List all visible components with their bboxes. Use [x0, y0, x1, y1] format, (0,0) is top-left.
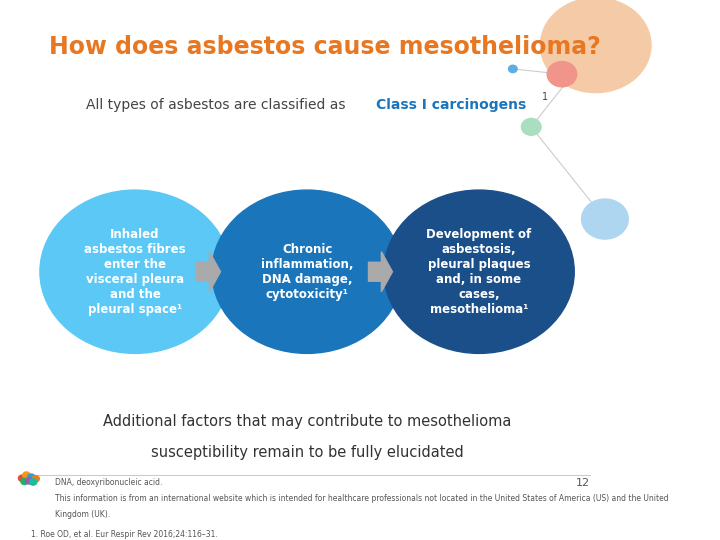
Text: susceptibility remain to be fully elucidated: susceptibility remain to be fully elucid… [150, 445, 464, 460]
Text: 1. Roe OD, et al. Eur Respir Rev 2016;24:116–31.: 1. Roe OD, et al. Eur Respir Rev 2016;24… [31, 530, 217, 539]
Circle shape [30, 479, 37, 485]
Text: DNA, deoxyribonucleic acid.: DNA, deoxyribonucleic acid. [55, 478, 163, 487]
Circle shape [384, 190, 575, 353]
Text: 1: 1 [541, 92, 548, 102]
Circle shape [212, 190, 402, 353]
Text: How does asbestos cause mesothelioma?: How does asbestos cause mesothelioma? [49, 35, 601, 59]
Polygon shape [197, 252, 220, 292]
Circle shape [521, 118, 541, 136]
Circle shape [23, 472, 30, 478]
Circle shape [40, 190, 230, 353]
Text: All types of asbestos are classified as: All types of asbestos are classified as [86, 98, 350, 112]
Text: 12: 12 [575, 478, 590, 488]
Circle shape [21, 478, 28, 484]
Polygon shape [369, 252, 392, 292]
Text: Chronic
inflammation,
DNA damage,
cytotoxicity¹: Chronic inflammation, DNA damage, cytoto… [261, 243, 354, 301]
Circle shape [582, 199, 629, 239]
Circle shape [27, 474, 35, 481]
Text: Class I carcinogens: Class I carcinogens [377, 98, 526, 112]
Text: Additional factors that may contribute to mesothelioma: Additional factors that may contribute t… [103, 414, 511, 429]
Text: Inhaled
asbestos fibres
enter the
visceral pleura
and the
pleural space¹: Inhaled asbestos fibres enter the viscer… [84, 228, 186, 316]
Circle shape [19, 475, 26, 482]
Circle shape [541, 0, 651, 93]
Circle shape [26, 478, 33, 484]
Circle shape [32, 476, 40, 482]
Text: This information is from an international website which is intended for healthca: This information is from an internationa… [55, 494, 669, 503]
Circle shape [547, 62, 577, 87]
Circle shape [508, 65, 517, 72]
Text: Development of
asbestosis,
pleural plaques
and, in some
cases,
mesothelioma¹: Development of asbestosis, pleural plaqu… [426, 228, 531, 316]
Text: Kingdom (UK).: Kingdom (UK). [55, 510, 110, 519]
